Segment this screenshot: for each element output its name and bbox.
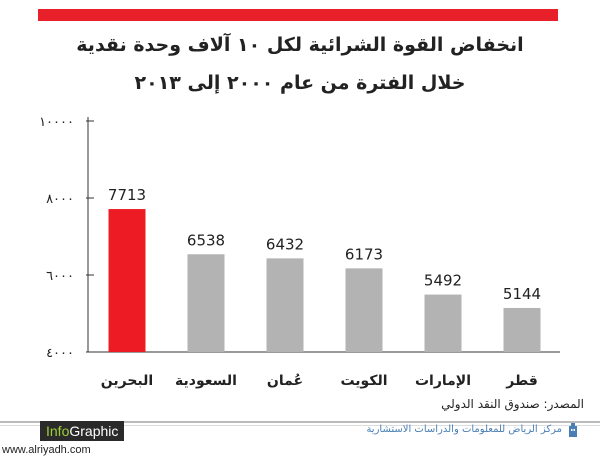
data-label-0: 7713 <box>108 186 146 204</box>
chart-title-line-2: خلال الفترة من عام ٢٠٠٠ إلى ٢٠١٣ <box>134 72 466 94</box>
bar-3 <box>345 268 383 352</box>
bar-0 <box>108 209 146 352</box>
site-url: www.alriyadh.com <box>2 444 91 456</box>
header-accent-bar <box>38 9 558 21</box>
bar-2 <box>266 258 304 352</box>
category-label-5: قطر <box>505 373 538 389</box>
building-icon <box>569 423 577 437</box>
y-tick-label-4000: ٤٠٠٠ <box>46 346 74 361</box>
data-label-1: 6538 <box>187 231 225 249</box>
footer-divider <box>0 421 600 423</box>
category-label-4: الإمارات <box>415 373 471 389</box>
category-label-0: البحرين <box>101 373 153 389</box>
logo-part-graphic: Graphic <box>69 423 119 439</box>
bar-chart: ٤٠٠٠ ٦٠٠٠ ٨٠٠٠ ١٠٠٠٠ 7713 البحرين 6538 السعودية… <box>39 115 560 389</box>
category-label-3: الكويت <box>340 373 387 389</box>
logo-part-info: Info <box>46 423 70 439</box>
data-label-5: 5144 <box>503 285 541 303</box>
bar-5 <box>503 307 541 352</box>
data-label-3: 6173 <box>345 245 383 263</box>
data-label-2: 6432 <box>266 235 304 253</box>
chart-title-line-1: انخفاض القوة الشرائية لكل ١٠ آلاف وحدة ن… <box>76 34 524 56</box>
bar-1 <box>187 254 225 352</box>
bar-4 <box>424 294 462 352</box>
source-note: المصدر: صندوق النقد الدولي <box>441 397 584 411</box>
center-name: مركز الرياض للمعلومات والدراسات الاستشار… <box>366 424 562 435</box>
data-label-4: 5492 <box>424 272 462 290</box>
category-label-2: عُمان <box>267 373 303 389</box>
category-label-1: السعودية <box>175 373 237 389</box>
y-tick-label-8000: ٨٠٠٠ <box>46 192 74 207</box>
y-tick-label-10000: ١٠٠٠٠ <box>39 115 74 130</box>
y-tick-label-6000: ٦٠٠٠ <box>46 269 74 284</box>
infographic-logo: Info Graphic <box>40 421 125 441</box>
footer-divider-thin <box>0 425 600 426</box>
